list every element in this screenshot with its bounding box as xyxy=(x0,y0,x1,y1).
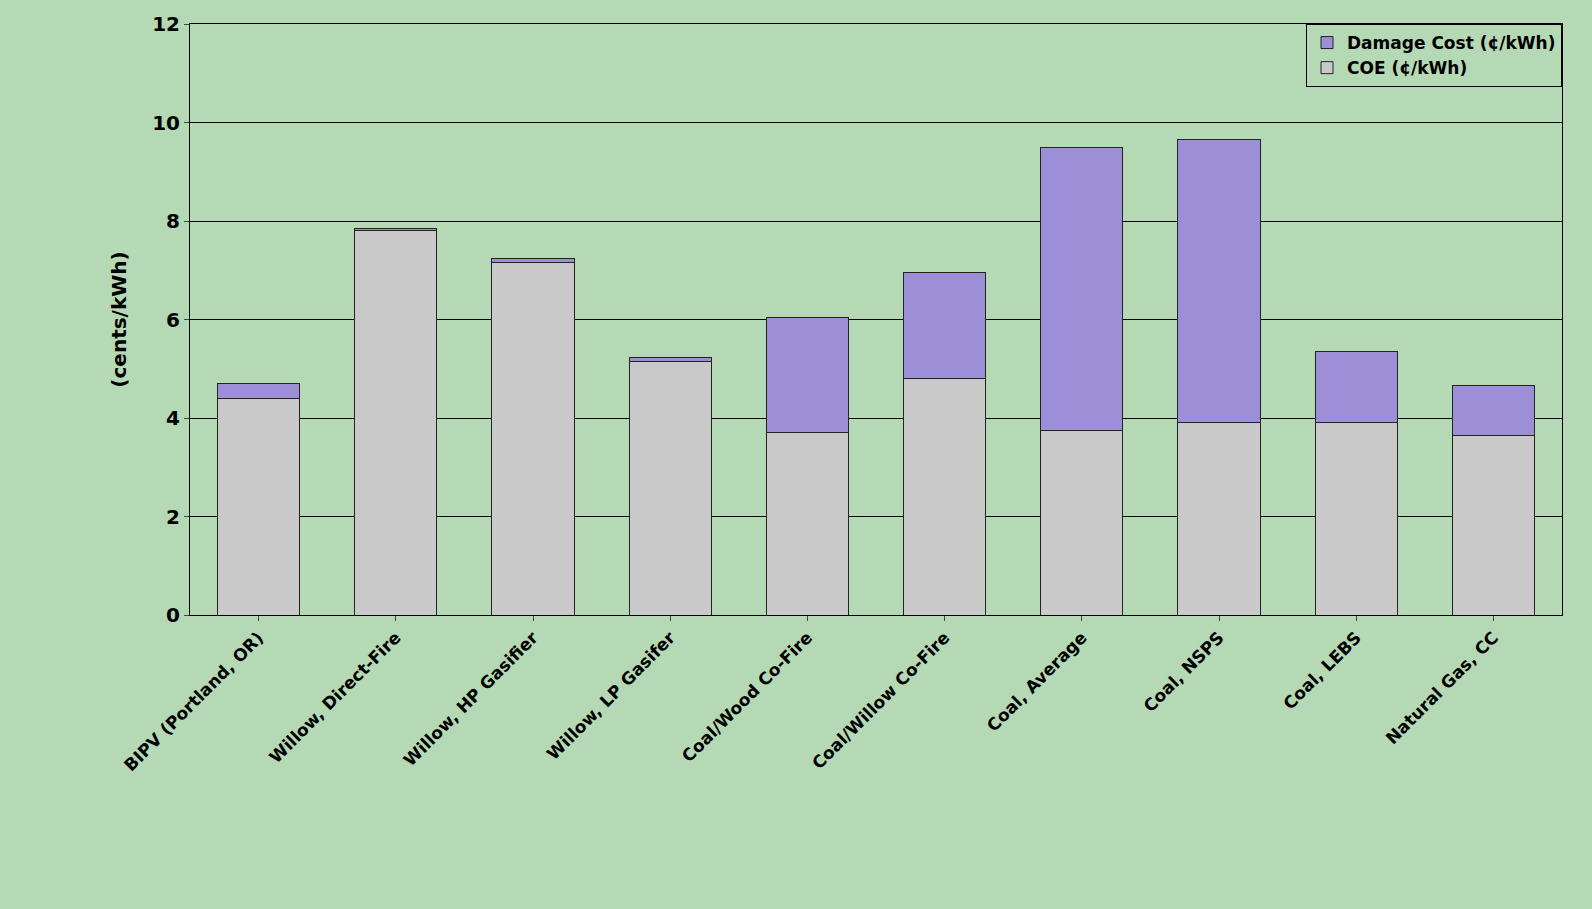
svg-text:Coal, NSPS: Coal, NSPS xyxy=(1139,628,1227,716)
svg-text:2: 2 xyxy=(166,505,180,529)
svg-text:10: 10 xyxy=(152,111,180,135)
svg-text:Damage Cost (¢/kWh): Damage Cost (¢/kWh) xyxy=(1347,33,1555,53)
svg-text:(cents/kWh): (cents/kWh) xyxy=(107,251,131,387)
svg-text:BIPV (Portland, OR): BIPV (Portland, OR) xyxy=(120,628,267,775)
svg-text:Coal/Wood Co-Fire: Coal/Wood Co-Fire xyxy=(678,628,816,766)
svg-text:Willow, LP Gasifer: Willow, LP Gasifer xyxy=(543,627,680,764)
svg-text:Willow, HP Gasifier: Willow, HP Gasifier xyxy=(399,627,542,770)
svg-text:Coal, LEBS: Coal, LEBS xyxy=(1279,628,1365,714)
svg-text:0: 0 xyxy=(166,603,180,627)
svg-text:Natural Gas, CC: Natural Gas, CC xyxy=(1382,628,1502,748)
svg-text:4: 4 xyxy=(166,406,180,430)
svg-text:6: 6 xyxy=(166,308,180,332)
svg-text:Coal/Willow Co-Fire: Coal/Willow Co-Fire xyxy=(808,628,953,773)
svg-text:8: 8 xyxy=(166,209,180,233)
svg-text:12: 12 xyxy=(152,12,180,36)
svg-text:Willow, Direct-Fire: Willow, Direct-Fire xyxy=(265,628,405,768)
svg-text:Coal, Average: Coal, Average xyxy=(983,628,1091,736)
svg-text:COE (¢/kWh): COE (¢/kWh) xyxy=(1347,58,1467,78)
